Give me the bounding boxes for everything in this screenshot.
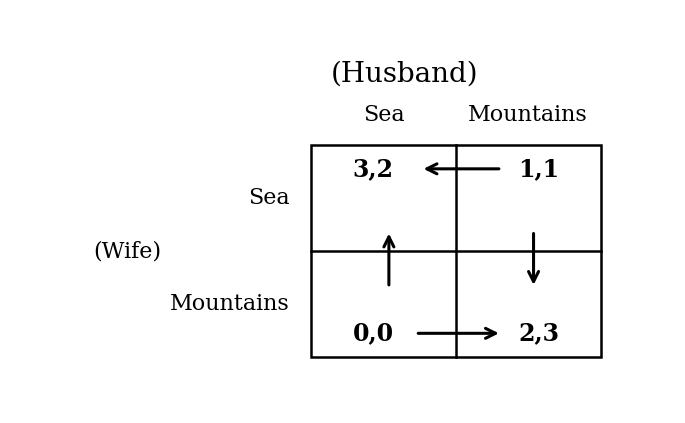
Text: Mountains: Mountains [171,293,290,315]
Text: (Husband): (Husband) [330,60,478,88]
Text: Sea: Sea [363,104,404,126]
Text: 2,3: 2,3 [519,321,560,345]
Text: Sea: Sea [249,187,290,209]
Text: Mountains: Mountains [469,104,588,126]
Text: (Wife): (Wife) [94,240,162,262]
Text: 0,0: 0,0 [352,321,393,345]
Bar [311,145,601,357]
Text: 3,2: 3,2 [353,157,393,181]
Text: 1,1: 1,1 [519,157,560,181]
